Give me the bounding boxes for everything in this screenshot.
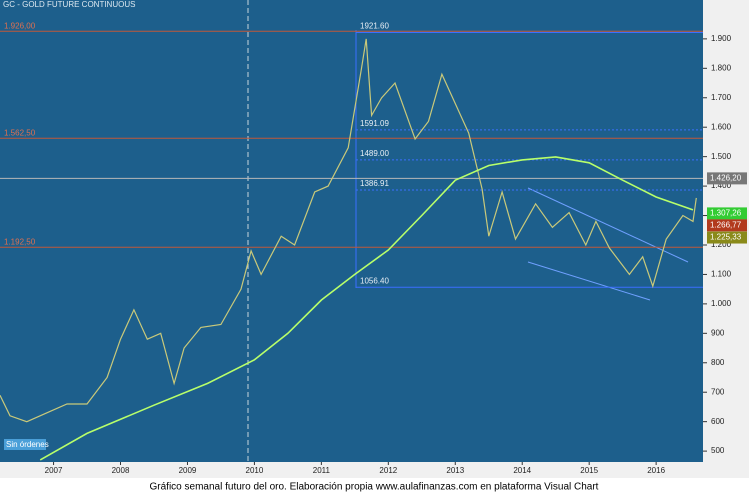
x-tick-label: 2012 — [379, 466, 397, 475]
price-tag — [707, 207, 747, 220]
price-tag — [707, 231, 747, 244]
x-tick-label: 2008 — [112, 466, 130, 475]
series-line — [0, 38, 697, 423]
y-tick-label: 1.200 — [711, 240, 732, 249]
last-price-label: 1.426,20 — [710, 173, 742, 182]
x-tick-label: 2016 — [647, 466, 665, 475]
caption: Gráfico semanal futuro del oro. Elaborac… — [150, 482, 599, 493]
reference-label: 1.926,00 — [4, 21, 36, 30]
x-tick-label: 2007 — [45, 466, 63, 475]
y-tick-label: 1.500 — [711, 152, 732, 161]
retracement-label: 1591.09 — [360, 119, 389, 128]
channel-line — [527, 261, 651, 301]
y-tick-label: 1.700 — [711, 93, 732, 102]
status-text: Sin órdenes — [6, 440, 49, 449]
series-line — [39, 156, 694, 461]
x-tick-label: 2014 — [513, 466, 531, 475]
plot-area — [0, 0, 703, 462]
retracement-label: 1386.91 — [360, 179, 389, 188]
reference-label: 1.562,50 — [4, 128, 36, 137]
price-tag — [707, 219, 747, 232]
header-title: GC - GOLD FUTURE CONTINUOUS — [3, 0, 135, 9]
reference-label: 1.192,50 — [4, 237, 36, 246]
x-tick-label: 2009 — [179, 466, 197, 475]
retracement-label: 1056.40 — [360, 276, 389, 285]
x-tick-label: 2010 — [246, 466, 264, 475]
y-tick-label: 1.100 — [711, 270, 732, 279]
x-tick-label: 2015 — [580, 466, 598, 475]
last-price-tag — [707, 172, 747, 185]
y-tick-label: 1.000 — [711, 299, 732, 308]
y-tick-label: 1.900 — [711, 34, 732, 43]
channel-line — [527, 187, 689, 263]
y-tick-label: 1.400 — [711, 181, 732, 190]
retracement-label: 1921.60 — [360, 22, 389, 31]
y-tick-label: 700 — [711, 387, 725, 396]
y-tick-label: 500 — [711, 446, 725, 455]
price-tag-label: 1.307,26 — [710, 209, 742, 218]
price-tag-label: 1.225,33 — [710, 233, 742, 242]
x-tick-label: 2011 — [313, 466, 331, 475]
y-tick-label: 1.600 — [711, 122, 732, 131]
y-tick-label: 600 — [711, 417, 725, 426]
y-tick-label: 1.800 — [711, 63, 732, 72]
retracement-label: 1489.00 — [360, 149, 389, 158]
status-button[interactable] — [4, 439, 46, 450]
x-tick-label: 2013 — [446, 466, 464, 475]
y-tick-label: 800 — [711, 358, 725, 367]
price-tag-label: 1.266,77 — [710, 220, 742, 229]
y-tick-label: 900 — [711, 328, 725, 337]
x-axis-area — [0, 462, 749, 478]
